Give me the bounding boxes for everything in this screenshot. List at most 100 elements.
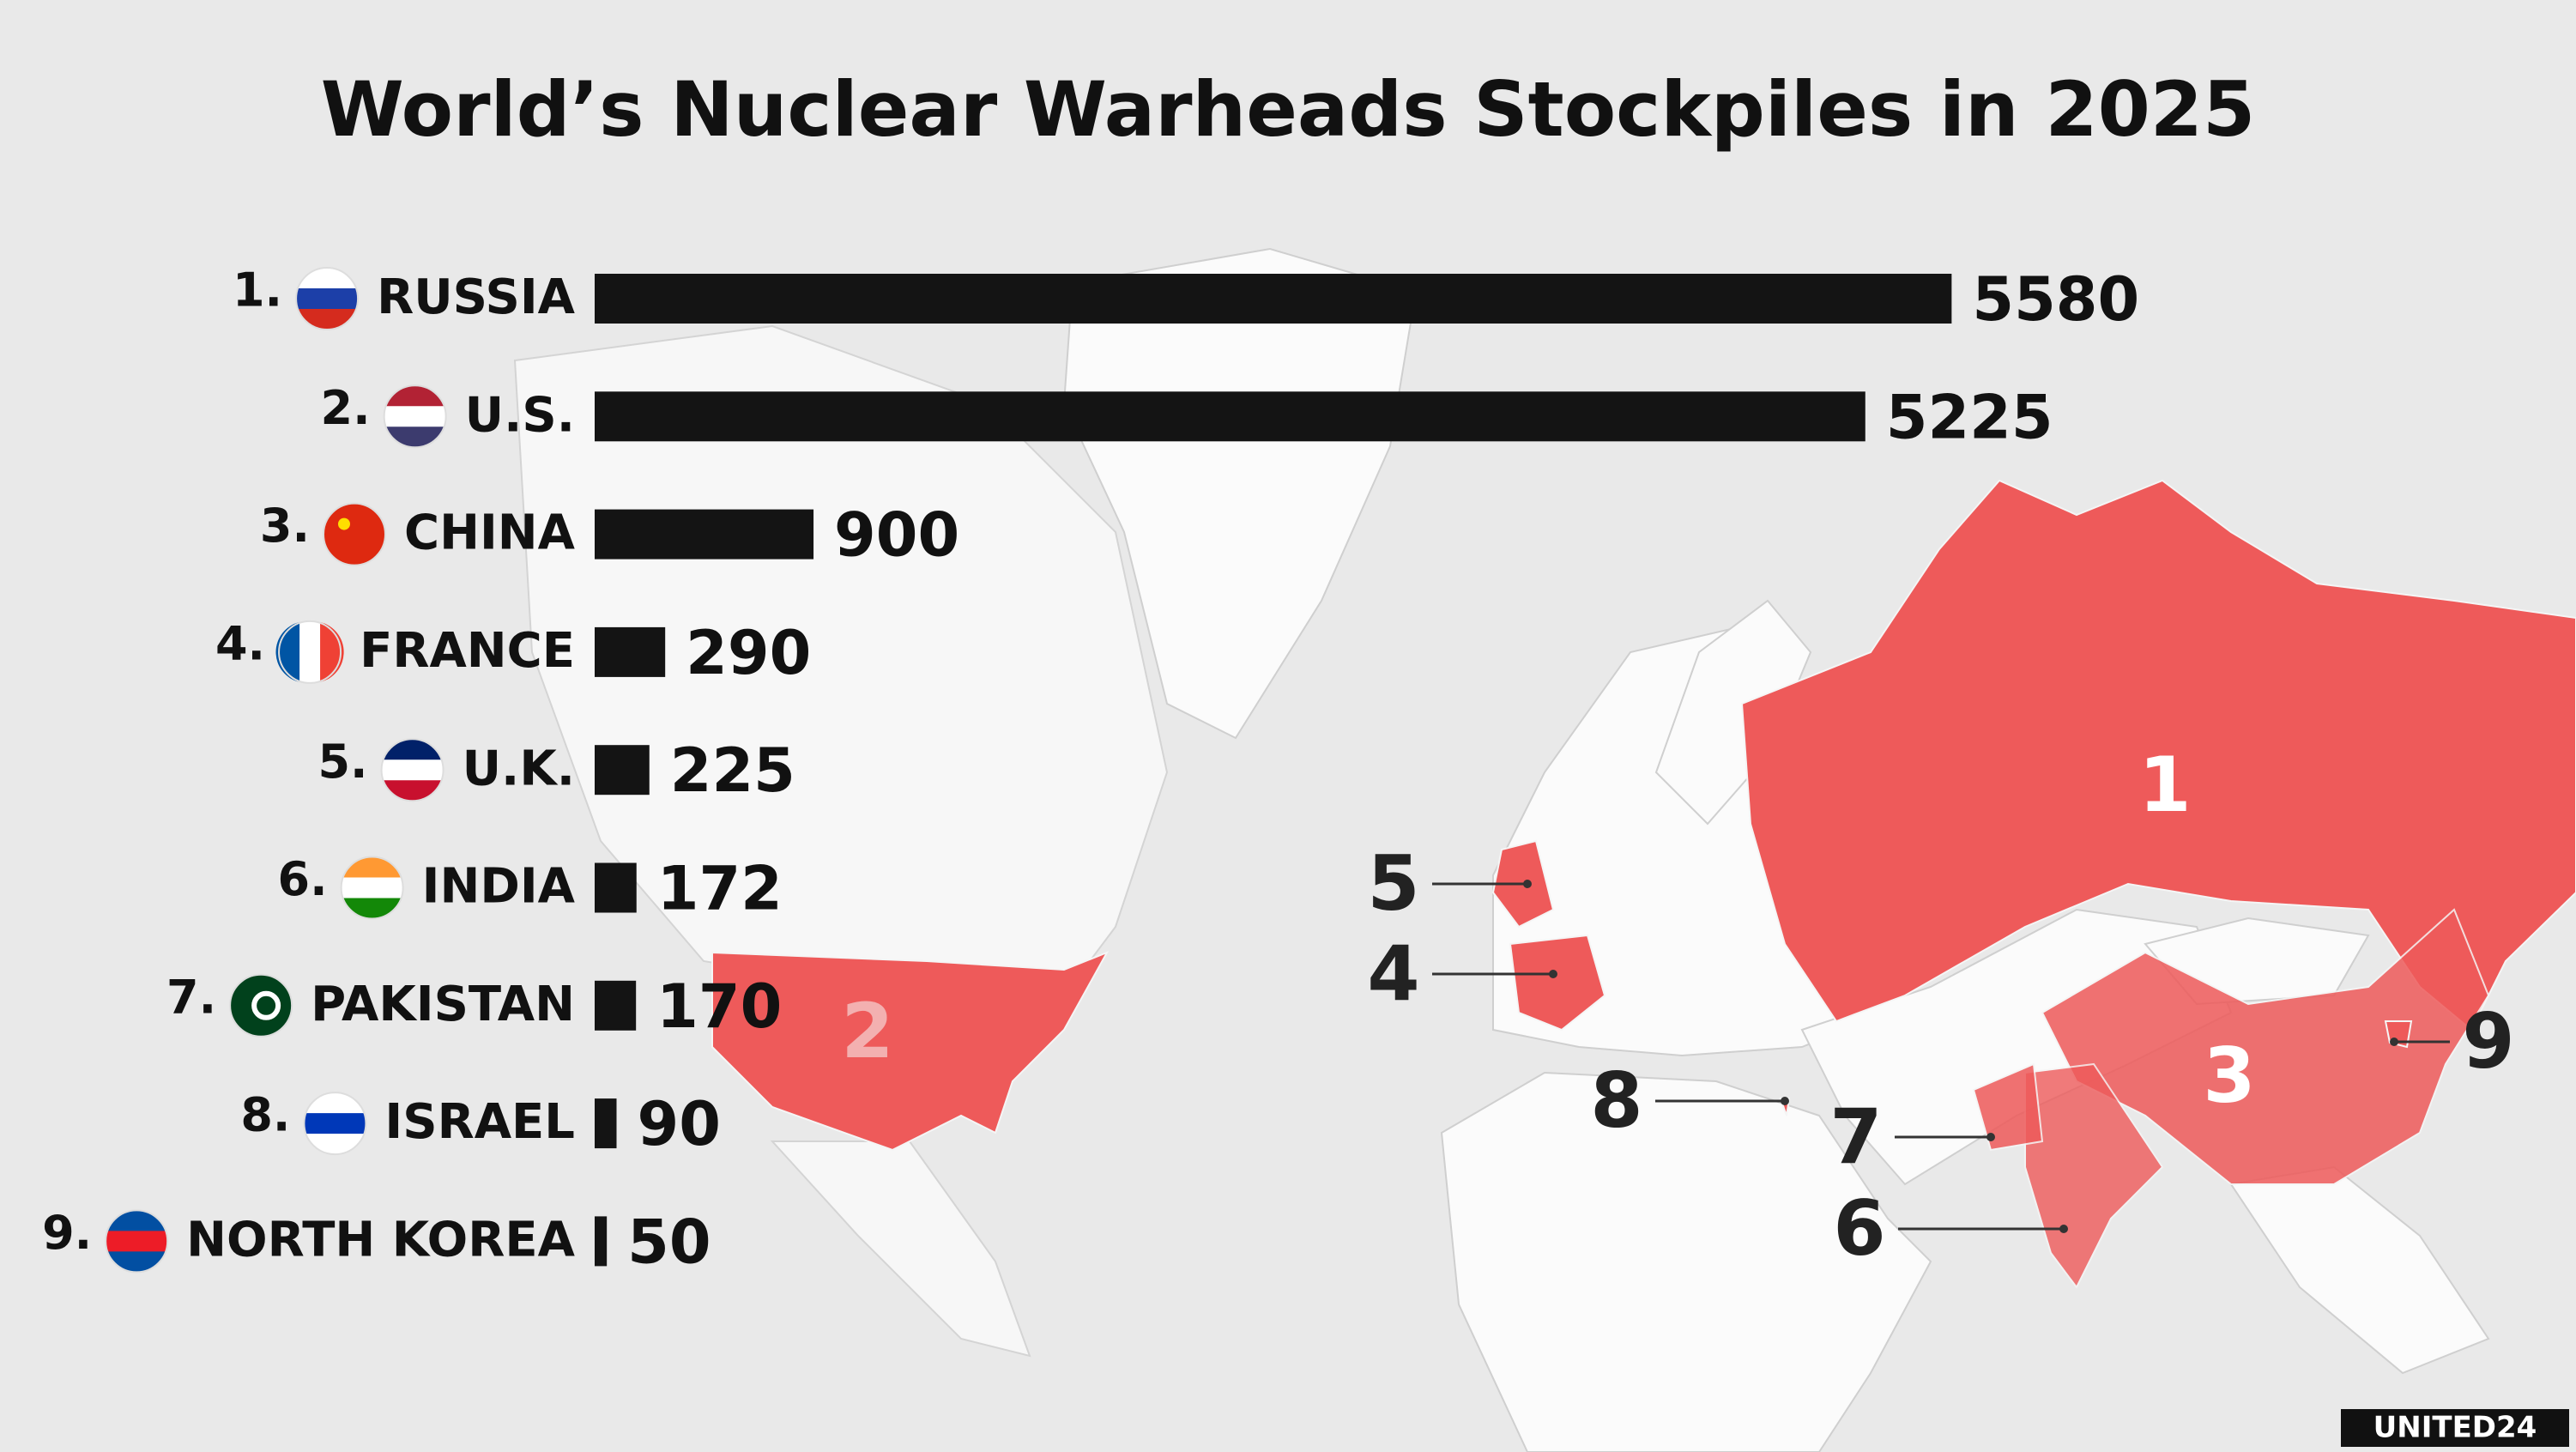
scandinavia [1654, 599, 1812, 826]
pakistan-area [1972, 1062, 2044, 1152]
map-number: 7 [1829, 1092, 1882, 1181]
country-name: NORTH KOREA [186, 1213, 576, 1268]
flag [340, 856, 404, 920]
value-label: 172 [657, 854, 783, 924]
flag-emblem [251, 990, 281, 1020]
flag [105, 1209, 169, 1274]
flag-emblem [337, 517, 350, 530]
china-area [2041, 908, 2490, 1185]
flag-outline [340, 856, 404, 920]
value-label: 50 [627, 1207, 711, 1277]
leader-dot [2390, 1038, 2398, 1046]
flag [303, 1092, 367, 1156]
flag-outline [380, 738, 444, 802]
bar [595, 980, 637, 1031]
flag-stripe [342, 898, 402, 919]
flag [295, 267, 360, 330]
logo: UNITED24 [2373, 1411, 2537, 1445]
value-label: 170 [656, 971, 782, 1042]
rank: 6. [278, 852, 328, 906]
bar [595, 274, 1952, 324]
map-number: 9 [2462, 997, 2514, 1086]
bar [595, 1216, 608, 1267]
africa [1440, 1071, 1932, 1452]
value-label: 90 [638, 1089, 721, 1159]
country-name: CHINA [404, 505, 576, 561]
map-number: 5 [1367, 839, 1419, 928]
bar [595, 1098, 617, 1149]
flag-outline [278, 620, 342, 684]
rank: 2. [321, 381, 371, 435]
rank: 7. [166, 970, 216, 1024]
flag [380, 738, 444, 802]
flag-bg [323, 503, 385, 566]
flag-outline [229, 973, 293, 1038]
flag-stripe [298, 309, 357, 330]
flag-stripe [383, 780, 442, 802]
logo-box [2341, 1409, 2569, 1447]
map-number: 1 [2138, 741, 2191, 829]
bar [595, 862, 637, 913]
flag-stripe [305, 1134, 365, 1155]
flag-bg [230, 974, 293, 1037]
leader-dot [1549, 970, 1557, 978]
rank: 8. [240, 1088, 290, 1142]
bar [595, 509, 814, 560]
rank: 1. [233, 263, 282, 318]
country-name: PAKISTAN [311, 977, 575, 1032]
rank: 3. [260, 499, 310, 553]
france-area [1509, 934, 1606, 1032]
flag-outline [322, 502, 386, 566]
flag-stripe [107, 1210, 166, 1231]
flag-stripe [305, 1092, 365, 1114]
india-area [2024, 1062, 2164, 1289]
russia-area [1740, 479, 2576, 1032]
country-name: ISRAEL [384, 1094, 575, 1150]
flag [275, 620, 344, 684]
value-label: 5225 [1886, 382, 2053, 452]
flag [229, 973, 293, 1038]
value-label: 5580 [1972, 264, 2139, 335]
flag [322, 502, 386, 566]
flag-stripe [320, 621, 344, 682]
flag-stripe [385, 427, 444, 448]
rank: 5. [317, 735, 367, 789]
flag-stripe [275, 621, 300, 682]
map-number: 2 [841, 987, 893, 1075]
flag-stripe [342, 856, 402, 878]
leader-dot [1523, 880, 1532, 888]
chart-title: World’s Nuclear Warheads Stockpiles in 2… [321, 65, 2256, 154]
country-name: INDIA [422, 859, 576, 915]
flag-outline [383, 384, 447, 449]
bar [595, 745, 650, 796]
map-number: 8 [1590, 1056, 1642, 1145]
value-label: 225 [670, 735, 795, 806]
bar [595, 391, 1865, 442]
rank: 4. [215, 617, 265, 671]
flag-stripe [385, 385, 444, 407]
country-name: RUSSIA [377, 269, 576, 325]
country-name: FRANCE [360, 623, 575, 679]
us-area [711, 951, 1110, 1152]
greenland [1062, 247, 1418, 740]
value-label: 900 [834, 500, 959, 571]
highlighted-countries [711, 479, 2576, 1289]
bar [595, 626, 666, 677]
flag-stripe [107, 1251, 166, 1273]
country-name: U.K. [463, 741, 575, 796]
map-number: 3 [2203, 1032, 2255, 1120]
map-number: 4 [1367, 929, 1419, 1018]
flag-stripe [298, 267, 357, 288]
map-number: 6 [1833, 1184, 1885, 1273]
flag-outline [105, 1209, 169, 1274]
country-name: U.S. [465, 387, 575, 443]
value-label: 290 [686, 618, 811, 688]
flag-outline [295, 267, 360, 330]
flag-stripe [383, 739, 442, 760]
flag [383, 384, 447, 449]
flag-outline [303, 1092, 367, 1156]
leader-dot [1781, 1097, 1789, 1105]
leader-dot [1986, 1133, 1995, 1141]
